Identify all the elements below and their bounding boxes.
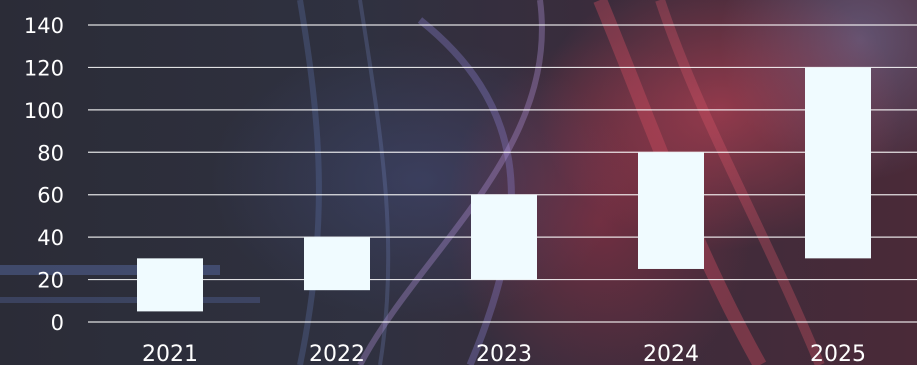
x-tick-label: 2022 <box>309 342 365 365</box>
bar-2021 <box>137 258 203 312</box>
bar-2025 <box>805 67 871 259</box>
x-axis: 2021 2022 2023 2024 2025 <box>142 342 866 365</box>
x-tick-label: 2023 <box>476 342 532 365</box>
bar-2024 <box>638 152 704 269</box>
x-tick-label: 2021 <box>142 342 198 365</box>
bars <box>137 67 871 312</box>
y-tick-label: 120 <box>24 56 64 80</box>
y-tick-label: 140 <box>24 14 64 38</box>
grid-layer <box>88 24 917 323</box>
y-axis: 0 20 40 60 80 100 120 140 <box>24 14 64 335</box>
x-tick-label: 2024 <box>643 342 699 365</box>
x-tick-label: 2025 <box>810 342 866 365</box>
y-tick-label: 0 <box>51 311 64 335</box>
y-tick-label: 20 <box>37 269 64 293</box>
y-tick-label: 100 <box>24 99 64 123</box>
y-tick-label: 80 <box>37 141 64 165</box>
y-tick-label: 40 <box>37 226 64 250</box>
bar-2023 <box>471 194 537 280</box>
y-tick-label: 60 <box>37 184 64 208</box>
bar-2022 <box>304 237 370 291</box>
